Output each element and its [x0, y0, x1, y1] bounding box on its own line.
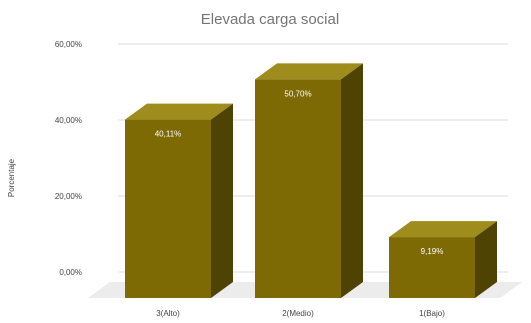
data-label: 40,11% — [155, 130, 182, 139]
bar-side — [475, 221, 497, 298]
data-label: 9,19% — [421, 247, 444, 256]
x-tick-label: 3(Alto) — [156, 309, 180, 318]
bar-top — [125, 103, 233, 120]
x-axis-ticks: 3(Alto) 2(Medio) 1(Bajo) — [156, 309, 445, 318]
bar-front — [389, 237, 475, 298]
x-tick-label: 1(Bajo) — [419, 309, 445, 318]
bar-front — [125, 119, 211, 298]
data-label: 50,70% — [284, 89, 311, 98]
bar-top — [389, 221, 497, 238]
y-tick-label: 20,00% — [55, 192, 82, 201]
y-axis-label: Porcentaje — [7, 158, 16, 197]
y-axis-ticks: 0,00% 20,00% 40,00% 60,00% — [55, 40, 82, 277]
bar: 50,70% — [255, 63, 363, 299]
bar: 40,11% — [125, 103, 233, 298]
bar-top — [255, 63, 363, 80]
x-tick-label: 2(Medio) — [282, 309, 314, 318]
y-tick-label: 0,00% — [59, 268, 82, 277]
y-tick-label: 40,00% — [55, 116, 82, 125]
bars: 40,11% 50,70% 9,19% — [125, 63, 497, 299]
y-tick-label: 60,00% — [55, 40, 82, 49]
bar: 9,19% — [389, 221, 497, 298]
chart-title: Elevada carga social — [201, 11, 339, 28]
bar-front — [255, 79, 341, 298]
bar-side — [211, 103, 233, 298]
bar-side — [341, 63, 363, 299]
